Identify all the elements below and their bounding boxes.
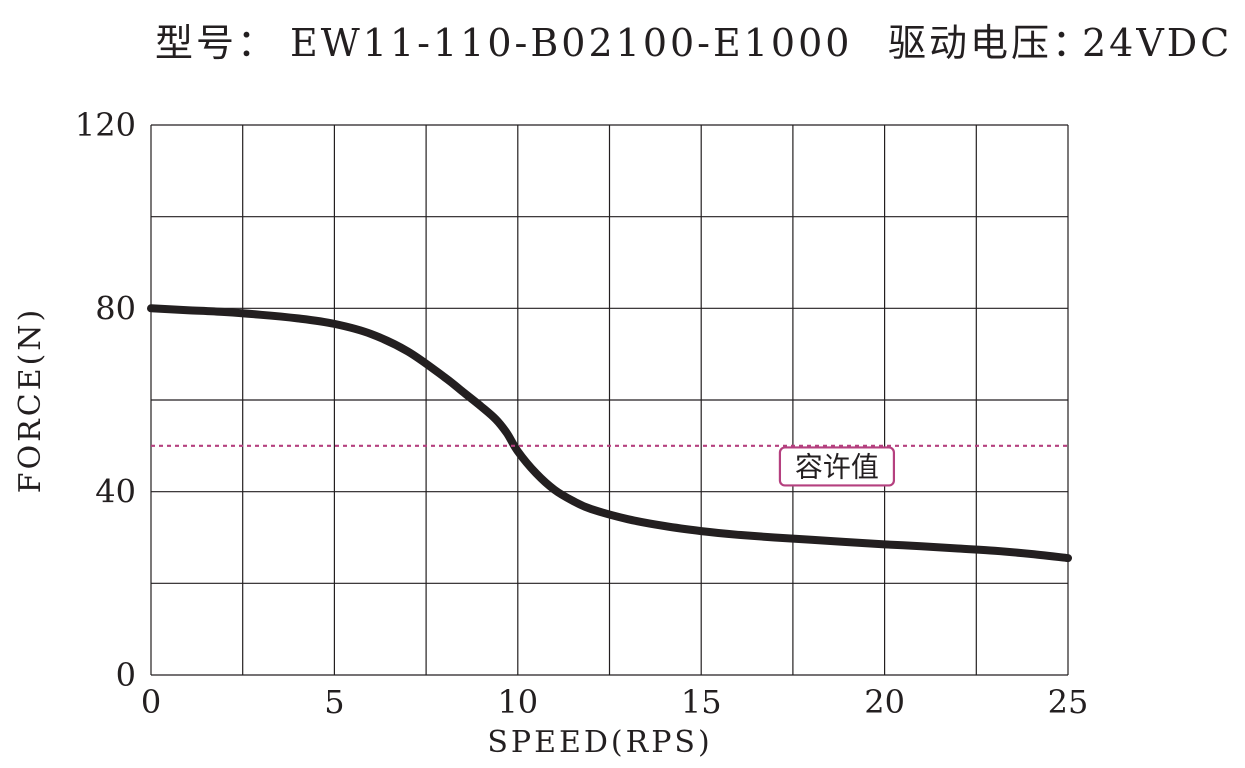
y-tick-label: 0 (116, 656, 136, 694)
annotation-label: 容许值 (795, 450, 879, 483)
y-tick-label: 40 (95, 473, 136, 511)
grid (150, 124, 1069, 676)
annotations: 容许值 (778, 446, 896, 487)
y-axis-label: FORCE(N) (13, 307, 48, 494)
model-label: 型号： (155, 21, 278, 65)
model-value: EW11-110-B02100-E1000 (290, 21, 852, 65)
force-curve (147, 304, 1072, 563)
x-tick-label: 0 (141, 683, 161, 721)
series-group (147, 304, 1072, 563)
x-tick-label: 10 (497, 683, 538, 721)
y-tick-label: 80 (95, 289, 136, 327)
x-tick-label: 5 (324, 683, 344, 721)
tick-labels: 0 5 10 15 20 25 0 40 80 120 (75, 106, 1088, 721)
y-tick-label: 120 (75, 106, 136, 144)
x-axis-label: SPEED(RPS) (487, 725, 712, 760)
voltage-value: 24VDC (1082, 21, 1232, 65)
x-tick-label: 20 (864, 683, 905, 721)
voltage-label: 驱动电压： (888, 21, 1093, 65)
annotation-box (778, 446, 896, 487)
x-tick-label: 25 (1048, 683, 1089, 721)
x-tick-label: 15 (681, 683, 722, 721)
